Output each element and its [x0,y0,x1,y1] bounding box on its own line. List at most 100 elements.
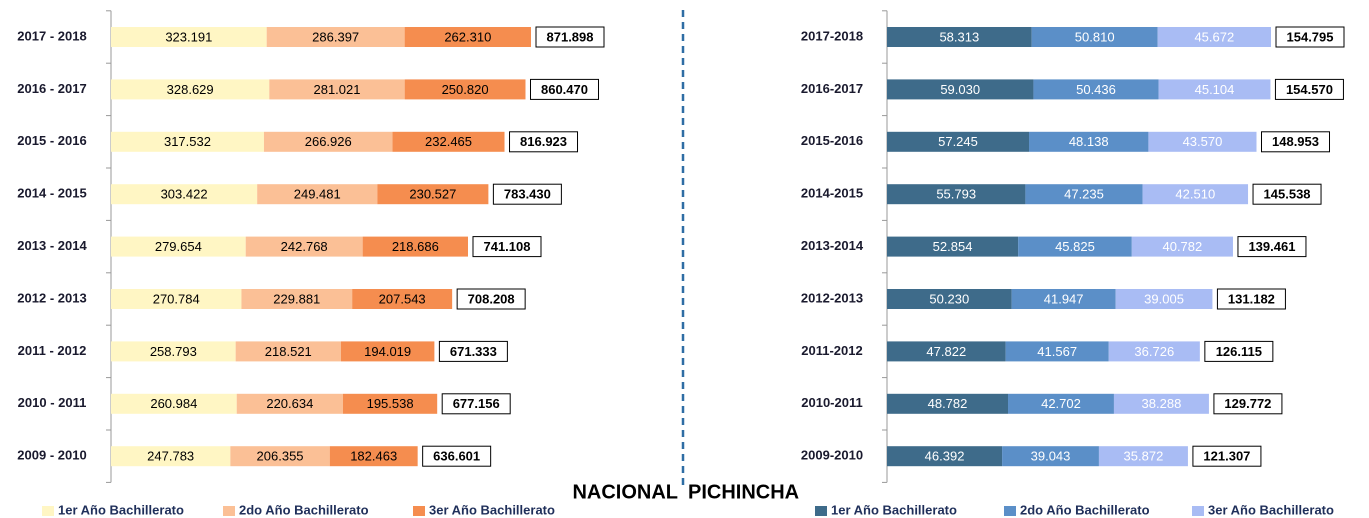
legend-swatch [815,506,827,516]
bar-segment [1113,393,1209,414]
total-label: 871.898 [547,29,594,44]
value-label: 250.820 [442,82,489,97]
total-box [1192,445,1262,467]
value-label: 42.510 [1175,187,1215,202]
bar-segment [1011,289,1116,309]
legend-label: 3er Año Bachillerato [1208,502,1334,517]
value-label: 279.654 [155,239,202,254]
legend-label: 1er Año Bachillerato [831,502,957,517]
chart-title: PICHINCHA [688,481,799,503]
value-label: 47.235 [1064,187,1104,202]
value-label: 229.881 [273,291,320,306]
value-label: 194.019 [364,344,411,359]
value-label: 281.021 [313,82,360,97]
bar-segment [257,184,378,205]
total-label: 154.795 [1287,29,1334,44]
value-label: 195.538 [367,396,414,411]
total-box [1213,393,1283,415]
bar-segment [887,131,1030,152]
value-label: 58.313 [939,29,979,44]
value-label: 328.629 [167,82,214,97]
total-label: 145.538 [1264,187,1311,202]
legend-label: 2do Año Bachillerato [1020,502,1150,517]
value-label: 220.634 [266,396,313,411]
total-label: 139.461 [1248,239,1295,254]
total-box [438,340,508,362]
category-label: 2015-2016 [801,133,863,148]
value-label: 43.570 [1183,134,1223,149]
total-label: 677.156 [453,396,500,411]
bar-segment [111,184,258,205]
category-label: 2016 - 2017 [17,81,86,96]
bar-segment [404,79,526,100]
value-label: 242.768 [281,239,328,254]
bar-segment [269,79,405,100]
value-label: 45.104 [1195,82,1235,97]
bar-segment [392,131,505,152]
bar-segment [342,393,438,414]
bar-segment [1115,289,1213,309]
value-label: 266.926 [305,134,352,149]
total-label: 154.570 [1286,82,1333,97]
value-label: 262.310 [444,29,491,44]
value-label: 41.947 [1044,291,1084,306]
legend-label: 1er Año Bachillerato [58,502,184,517]
value-label: 206.355 [257,449,304,464]
total-box [1274,78,1344,100]
value-label: 38.288 [1142,396,1182,411]
value-label: 36.726 [1134,344,1174,359]
total-box [456,288,526,310]
value-label: 323.191 [165,29,212,44]
value-label: 41.567 [1037,344,1077,359]
bar-segment [887,27,1032,47]
value-label: 48.138 [1069,134,1109,149]
total-label: 148.953 [1272,134,1319,149]
value-label: 260.984 [150,396,197,411]
bar-segment [1148,131,1257,152]
bar-segment [329,446,418,467]
total-label: 121.307 [1203,449,1250,464]
bar-segment [111,79,270,100]
value-label: 258.793 [150,344,197,359]
bar-segment [404,27,531,47]
bar-segment [1031,27,1158,47]
bar-segment [111,393,237,414]
bar-segment [887,79,1034,100]
category-label: 2013 - 2014 [17,238,87,253]
bar-segment [377,184,489,205]
value-label: 52.854 [933,239,973,254]
value-label: 45.672 [1194,29,1234,44]
value-label: 46.392 [925,449,965,464]
bar-segment [887,446,1003,467]
legend-label: 2do Año Bachillerato [239,502,369,517]
bar-segment [1157,27,1271,47]
value-label: 218.521 [265,344,312,359]
category-label: 2017-2018 [801,28,863,43]
bar-segment [1142,184,1249,205]
total-box [472,236,542,258]
category-label: 2013-2014 [801,238,864,253]
bar-segment [266,27,405,47]
bar-segment [887,289,1012,309]
bar-segment [111,289,242,309]
bar-segment [887,341,1006,362]
category-label: 2016-2017 [801,81,863,96]
category-label: 2012 - 2013 [17,290,86,305]
bar-segment [236,393,343,414]
bar-segment [1131,236,1233,257]
bar-segment [1018,236,1132,257]
legend-label: 3er Año Bachillerato [429,502,555,517]
category-label: 2015 - 2016 [17,133,86,148]
category-label: 2011-2012 [801,343,862,358]
total-label: 816.923 [520,134,567,149]
category-label: 2012-2013 [801,290,863,305]
value-label: 50.810 [1075,29,1115,44]
value-label: 39.043 [1031,449,1071,464]
total-label: 129.772 [1224,396,1271,411]
value-label: 57.245 [938,134,978,149]
category-label: 2011 - 2012 [18,343,87,358]
bar-segment [241,289,353,309]
total-box [535,26,605,48]
total-box [1252,183,1322,205]
total-label: 636.601 [433,449,480,464]
